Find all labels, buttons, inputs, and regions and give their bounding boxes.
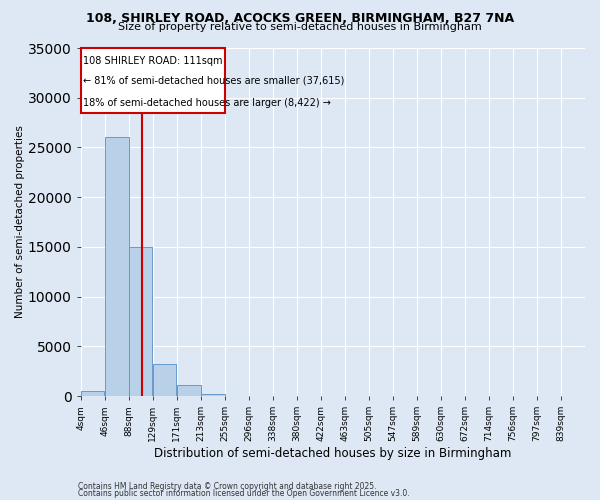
Text: 18% of semi-detached houses are larger (8,422) →: 18% of semi-detached houses are larger (…: [83, 98, 331, 108]
Bar: [177, 385, 200, 396]
Text: Contains public sector information licensed under the Open Government Licence v3: Contains public sector information licen…: [78, 489, 410, 498]
Y-axis label: Number of semi-detached properties: Number of semi-detached properties: [15, 126, 25, 318]
Text: Size of property relative to semi-detached houses in Birmingham: Size of property relative to semi-detach…: [118, 22, 482, 32]
Bar: [81, 391, 104, 396]
Text: Contains HM Land Registry data © Crown copyright and database right 2025.: Contains HM Land Registry data © Crown c…: [78, 482, 377, 491]
Bar: [201, 394, 224, 396]
Bar: [153, 364, 176, 396]
X-axis label: Distribution of semi-detached houses by size in Birmingham: Distribution of semi-detached houses by …: [154, 447, 512, 460]
Bar: [130, 247, 152, 396]
Text: 108, SHIRLEY ROAD, ACOCKS GREEN, BIRMINGHAM, B27 7NA: 108, SHIRLEY ROAD, ACOCKS GREEN, BIRMING…: [86, 12, 514, 26]
Text: 108 SHIRLEY ROAD: 111sqm: 108 SHIRLEY ROAD: 111sqm: [83, 56, 223, 66]
FancyBboxPatch shape: [80, 48, 225, 112]
Text: ← 81% of semi-detached houses are smaller (37,615): ← 81% of semi-detached houses are smalle…: [83, 76, 344, 86]
Bar: [105, 138, 128, 396]
